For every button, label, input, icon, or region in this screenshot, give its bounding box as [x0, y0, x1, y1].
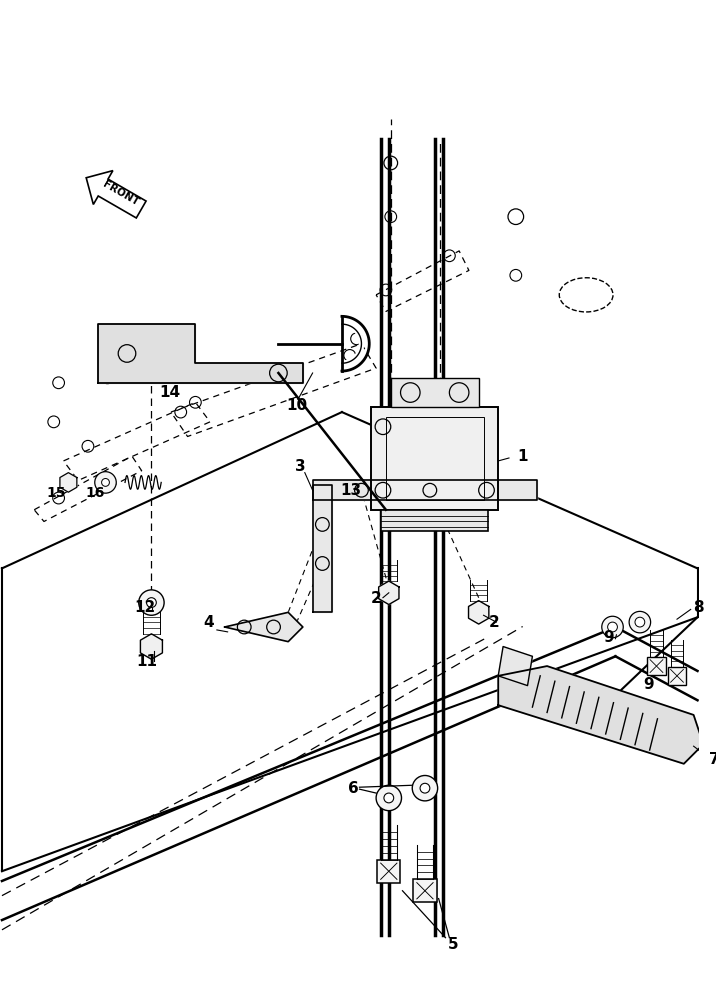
Text: 14: 14 — [159, 385, 180, 400]
Text: 4: 4 — [203, 615, 214, 630]
Text: 9: 9 — [643, 677, 654, 692]
Polygon shape — [140, 634, 163, 659]
Bar — [647, 657, 666, 675]
Polygon shape — [313, 480, 537, 500]
Bar — [377, 860, 400, 883]
Circle shape — [376, 785, 402, 811]
Polygon shape — [225, 612, 303, 642]
Text: 3: 3 — [295, 459, 306, 474]
Circle shape — [608, 622, 617, 632]
Bar — [381, 510, 488, 531]
Text: 13: 13 — [340, 483, 361, 498]
Text: 16: 16 — [85, 486, 105, 500]
Text: 8: 8 — [694, 600, 705, 615]
Polygon shape — [379, 581, 399, 605]
Text: 6: 6 — [348, 781, 359, 796]
Text: 9: 9 — [603, 630, 614, 645]
Circle shape — [384, 793, 394, 803]
Bar — [413, 879, 437, 902]
Text: 7: 7 — [710, 752, 716, 767]
Bar — [386, 417, 483, 500]
Text: 1: 1 — [518, 449, 528, 464]
Text: 2: 2 — [371, 591, 382, 606]
Circle shape — [420, 783, 430, 793]
Circle shape — [102, 479, 110, 486]
Text: 15: 15 — [47, 486, 67, 500]
Bar — [371, 407, 498, 510]
Bar — [391, 378, 479, 407]
Text: FRONT: FRONT — [101, 179, 140, 208]
Text: 12: 12 — [134, 600, 155, 615]
Circle shape — [601, 616, 623, 638]
Polygon shape — [498, 666, 703, 764]
Circle shape — [95, 472, 116, 493]
Bar — [668, 667, 686, 685]
Circle shape — [147, 598, 156, 607]
Polygon shape — [60, 473, 77, 492]
Text: 2: 2 — [488, 615, 499, 630]
Polygon shape — [313, 485, 332, 612]
Text: 10: 10 — [286, 398, 307, 413]
Polygon shape — [468, 601, 489, 624]
Text: 5: 5 — [448, 937, 458, 952]
Circle shape — [635, 617, 645, 627]
Polygon shape — [97, 324, 303, 383]
Circle shape — [139, 590, 164, 615]
Circle shape — [629, 611, 651, 633]
Polygon shape — [498, 647, 533, 686]
Circle shape — [412, 775, 437, 801]
Text: 11: 11 — [137, 654, 158, 669]
